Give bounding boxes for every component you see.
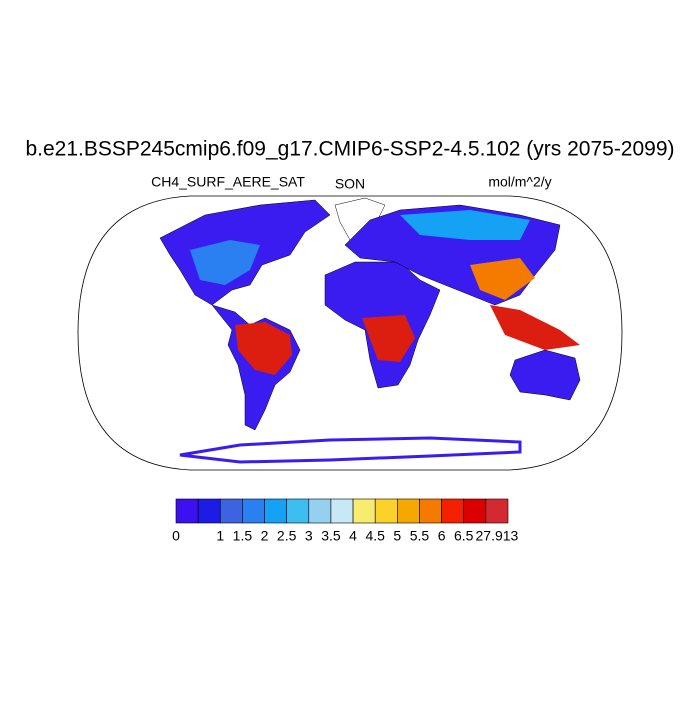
siberia [400, 210, 530, 240]
colorbar-box [264, 498, 287, 524]
colorbar-label: 5.5 [410, 528, 430, 544]
colorbar-box [219, 498, 243, 524]
units-label: mol/m^2/y [488, 174, 551, 190]
colorbar-label: 1.5 [233, 528, 253, 544]
colorbar-label: 3.5 [321, 528, 341, 544]
colorbar-box [242, 498, 265, 524]
colorbar-box [397, 498, 420, 524]
colorbar-box [308, 498, 332, 524]
colorbar-label: 4.5 [365, 528, 385, 544]
north-america-detail [190, 240, 260, 285]
east-asia [470, 258, 535, 300]
colorbar-label: 1 [216, 528, 224, 544]
colorbar-box [197, 498, 221, 524]
colorbar-box [352, 498, 376, 524]
colorbar-box [330, 498, 354, 524]
colorbar-box [485, 498, 509, 524]
colorbar-label: 6.5 [454, 528, 474, 544]
colorbar-box [419, 498, 442, 524]
central-africa [362, 315, 415, 362]
colorbar-label: 2 [261, 528, 269, 544]
colorbar-label: 4 [349, 528, 357, 544]
map [77, 195, 623, 471]
amazon [235, 322, 292, 375]
colorbar-box [286, 498, 310, 524]
colorbar-label: 0 [172, 528, 180, 544]
season-label: SON [335, 176, 365, 192]
antarctica [179, 436, 522, 464]
colorbar-box [374, 498, 398, 524]
colorbar-label: 5 [393, 528, 401, 544]
colorbar-label: 6 [438, 528, 446, 544]
colorbar-label: 3 [305, 528, 313, 544]
colorbar-label: 2.5 [277, 528, 297, 544]
title: b.e21.BSSP245cmip6.f09_g17.CMIP6-SSP2-4.… [25, 138, 674, 161]
colorbar-box [463, 498, 487, 524]
colorbar-label: 27.913 [476, 528, 519, 544]
southeast-asia [490, 305, 580, 350]
variable-label: CH4_SURF_AERE_SAT [151, 174, 305, 190]
colorbar: 0 1 1.5 2 2.5 3 3.5 4 4.5 5 5.5 6 6.5 27.913 [172, 498, 519, 544]
australia [509, 349, 581, 401]
colorbar-box [175, 498, 199, 524]
colorbar-box [441, 498, 465, 524]
